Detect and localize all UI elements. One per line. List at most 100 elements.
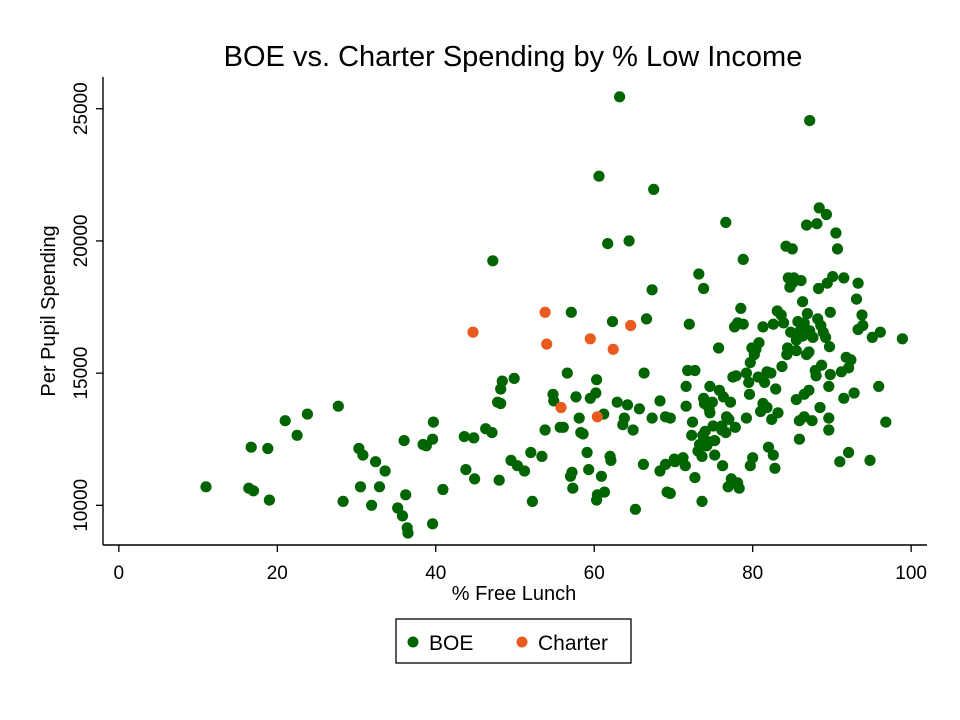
data-point-boe bbox=[605, 454, 617, 466]
data-point-boe bbox=[803, 384, 815, 396]
data-point-boe bbox=[813, 202, 825, 214]
data-point-boe bbox=[427, 518, 439, 530]
data-point-boe bbox=[581, 446, 593, 459]
data-point-boe bbox=[354, 481, 367, 493]
data-point-boe bbox=[648, 183, 660, 195]
data-point-boe bbox=[623, 235, 635, 247]
y-axis-label: Per Pupil Spending bbox=[38, 225, 60, 396]
data-point-boe bbox=[850, 293, 863, 305]
data-point-boe bbox=[857, 319, 869, 332]
data-point-boe bbox=[583, 464, 595, 476]
data-point-boe bbox=[790, 345, 802, 357]
data-point-boe bbox=[824, 306, 836, 318]
data-point-boe bbox=[804, 115, 816, 127]
legend-marker-charter bbox=[516, 636, 528, 648]
data-point-boe bbox=[508, 372, 520, 384]
data-point-charter bbox=[625, 319, 637, 332]
x-tick-label: 20 bbox=[267, 563, 288, 584]
data-point-boe bbox=[801, 308, 814, 320]
data-point-boe bbox=[765, 367, 777, 379]
data-point-boe bbox=[823, 424, 835, 436]
data-point-boe bbox=[793, 433, 806, 445]
data-point-boe bbox=[654, 395, 666, 407]
data-point-boe bbox=[680, 380, 692, 392]
data-point-boe bbox=[880, 416, 892, 428]
data-point-boe bbox=[577, 428, 589, 440]
data-point-boe bbox=[539, 424, 551, 436]
data-point-boe bbox=[767, 318, 779, 330]
data-point-boe bbox=[827, 271, 839, 283]
data-point-charter bbox=[591, 411, 604, 423]
data-point-boe bbox=[896, 333, 909, 345]
data-point-boe bbox=[373, 481, 386, 493]
data-point-boe bbox=[640, 313, 653, 325]
data-point-boe bbox=[566, 466, 578, 478]
data-point-boe bbox=[487, 255, 499, 267]
data-point-boe bbox=[247, 485, 260, 497]
y-tick-label: 10000 bbox=[71, 479, 92, 532]
data-point-boe bbox=[486, 427, 498, 439]
data-point-boe bbox=[245, 441, 257, 453]
data-point-boe bbox=[332, 400, 344, 412]
legend: BOE Charter bbox=[395, 618, 632, 664]
data-point-boe bbox=[747, 452, 759, 464]
data-point-boe bbox=[495, 397, 507, 410]
data-point-boe bbox=[638, 367, 650, 379]
data-point-boe bbox=[838, 272, 850, 284]
data-point-boe bbox=[767, 449, 779, 461]
data-point-boe bbox=[873, 380, 885, 392]
data-point-boe bbox=[848, 387, 860, 399]
data-point-boe bbox=[679, 460, 691, 472]
data-point-boe bbox=[593, 170, 605, 182]
data-point-charter bbox=[584, 333, 596, 345]
data-point-boe bbox=[686, 429, 698, 441]
data-point-boe bbox=[570, 391, 582, 403]
data-point-boe bbox=[689, 364, 701, 377]
data-point-boe bbox=[591, 374, 603, 386]
data-point-boe bbox=[301, 408, 313, 420]
data-points bbox=[200, 91, 909, 539]
data-point-boe bbox=[772, 407, 784, 419]
data-point-boe bbox=[689, 472, 701, 484]
data-point-boe bbox=[729, 421, 741, 433]
y-tick-label: 20000 bbox=[71, 215, 92, 268]
data-point-boe bbox=[743, 376, 755, 388]
data-point-boe bbox=[680, 400, 692, 412]
x-tick-label: 80 bbox=[742, 563, 763, 584]
data-point-boe bbox=[730, 370, 742, 382]
data-point-boe bbox=[398, 435, 410, 447]
data-point-boe bbox=[737, 318, 749, 330]
data-point-boe bbox=[820, 208, 833, 221]
data-point-boe bbox=[824, 368, 836, 381]
x-tick-label: 0 bbox=[114, 563, 125, 584]
data-point-boe bbox=[618, 412, 630, 424]
data-point-boe bbox=[646, 284, 658, 296]
data-point-charter bbox=[607, 343, 619, 355]
data-point-boe bbox=[458, 431, 470, 443]
data-point-boe bbox=[518, 465, 531, 477]
x-tick-label: 100 bbox=[895, 563, 927, 584]
chart-title: BOE vs. Charter Spending by % Low Income bbox=[224, 41, 803, 73]
data-point-boe bbox=[816, 359, 828, 371]
x-tick-label: 40 bbox=[425, 563, 446, 584]
data-point-boe bbox=[790, 394, 802, 406]
data-point-boe bbox=[664, 487, 676, 499]
data-point-boe bbox=[595, 470, 608, 482]
data-point-boe bbox=[798, 317, 810, 329]
data-point-boe bbox=[776, 360, 788, 373]
data-point-boe bbox=[627, 424, 639, 436]
data-point-boe bbox=[874, 326, 886, 338]
y-axis-ticks: 10000 15000 20000 25000 bbox=[71, 82, 103, 532]
data-point-boe bbox=[770, 383, 782, 395]
data-point-boe bbox=[864, 454, 876, 466]
data-point-boe bbox=[797, 296, 809, 308]
data-point-boe bbox=[337, 495, 349, 507]
data-point-boe bbox=[820, 331, 832, 343]
data-point-boe bbox=[437, 483, 449, 496]
data-point-boe bbox=[811, 218, 823, 230]
data-point-boe bbox=[263, 494, 275, 506]
data-point-boe bbox=[468, 432, 480, 444]
data-point-boe bbox=[366, 499, 378, 511]
data-point-boe bbox=[279, 415, 291, 427]
